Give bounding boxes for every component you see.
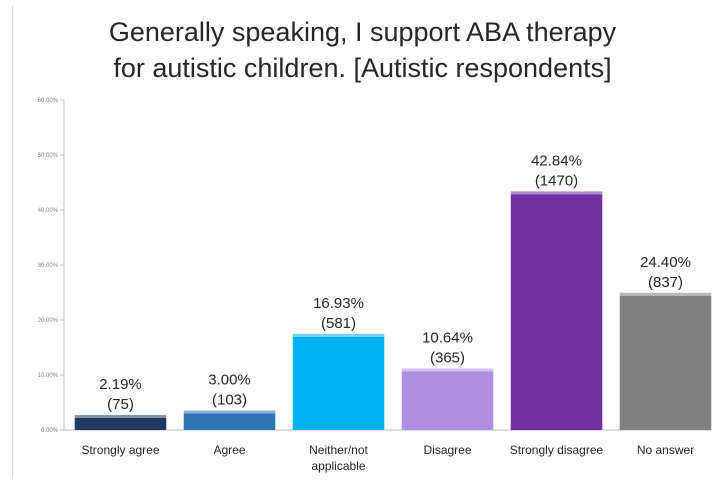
category-label: Neither/not bbox=[309, 443, 368, 457]
category-label: Strongly disagree bbox=[510, 443, 604, 457]
data-label-count: (365) bbox=[430, 349, 465, 366]
category-label: No answer bbox=[637, 443, 694, 457]
y-tick-label: 20.00% bbox=[38, 318, 59, 324]
y-tick-label: 40.00% bbox=[38, 208, 59, 214]
bar-group bbox=[74, 414, 167, 430]
bar-group bbox=[619, 292, 712, 430]
bar-top-face bbox=[292, 333, 385, 337]
data-label-percent: 16.93% bbox=[313, 295, 364, 312]
bar bbox=[183, 413, 276, 430]
y-tick-label: 50.00% bbox=[38, 153, 59, 159]
bar-group bbox=[292, 333, 385, 430]
category-label: Strongly agree bbox=[81, 443, 159, 457]
data-label-count: (75) bbox=[107, 396, 134, 413]
chart-title-line-2: for autistic children. [Autistic respond… bbox=[113, 53, 612, 83]
data-label-percent: 10.64% bbox=[422, 329, 473, 346]
data-label-percent: 2.19% bbox=[99, 376, 142, 393]
data-label-count: (581) bbox=[321, 315, 356, 332]
bar bbox=[292, 336, 385, 430]
bar bbox=[74, 417, 167, 430]
bar bbox=[619, 295, 712, 430]
bar-top-face bbox=[619, 292, 712, 296]
bar-group bbox=[510, 191, 603, 430]
chart-frame bbox=[12, 6, 720, 478]
y-tick-label: 60.00% bbox=[38, 98, 59, 104]
bar-top-face bbox=[510, 191, 603, 195]
y-tick-label: 30.00% bbox=[38, 263, 59, 269]
bar-top-face bbox=[74, 414, 167, 418]
y-tick-label: 0.00% bbox=[41, 428, 59, 434]
bar-group bbox=[183, 410, 276, 430]
category-label: Disagree bbox=[423, 443, 471, 457]
bar bbox=[510, 194, 603, 430]
bar-top-face bbox=[401, 368, 494, 372]
data-label-percent: 24.40% bbox=[640, 254, 691, 271]
chart-title-line-1: Generally speaking, I support ABA therap… bbox=[108, 17, 617, 47]
data-label-count: (103) bbox=[212, 392, 247, 409]
bar-group bbox=[401, 368, 494, 430]
data-label-count: (837) bbox=[648, 274, 683, 291]
category-label: Agree bbox=[213, 443, 245, 457]
bar-top-face bbox=[183, 410, 276, 414]
y-tick-label: 10.00% bbox=[38, 373, 59, 379]
data-label-percent: 42.84% bbox=[531, 152, 582, 169]
category-label: applicable bbox=[311, 459, 365, 473]
data-label-percent: 3.00% bbox=[208, 372, 251, 389]
data-label-count: (1470) bbox=[535, 172, 578, 189]
bar bbox=[401, 371, 494, 430]
chart-title: Generally speaking, I support ABA therap… bbox=[0, 14, 725, 86]
